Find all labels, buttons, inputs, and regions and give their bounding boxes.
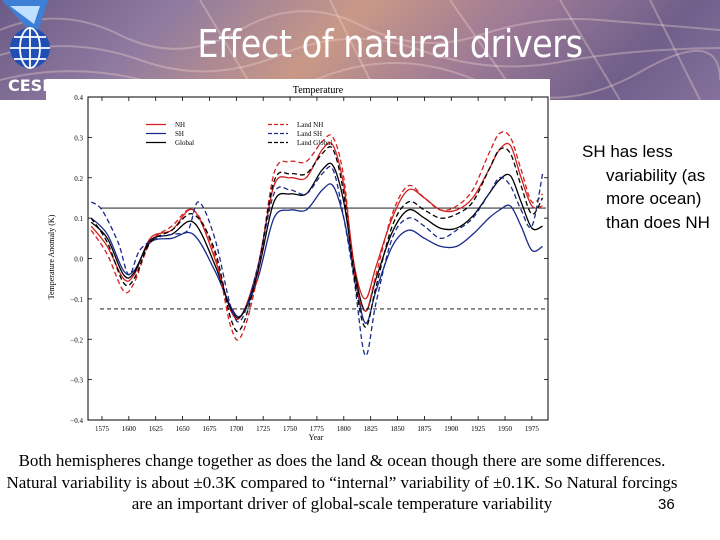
chart-panel: Temperature Year Temperature Anomaly (K)… bbox=[46, 79, 550, 444]
x-tick-label: 1950 bbox=[498, 425, 513, 433]
x-tick-label: 1775 bbox=[310, 425, 325, 433]
legend-label: SH bbox=[175, 130, 184, 138]
x-tick-label: 1925 bbox=[471, 425, 486, 433]
x-axis-label: Year bbox=[309, 433, 324, 442]
org-label: CESI bbox=[8, 76, 49, 95]
x-tick-label: 1700 bbox=[229, 425, 244, 433]
side-note: SH has less variability (as more ocean) … bbox=[582, 142, 710, 232]
series-line-global bbox=[90, 162, 543, 319]
y-tick-label: −0.3 bbox=[70, 377, 83, 385]
slide-title: Effect of natural drivers bbox=[197, 22, 583, 66]
chart-title: Temperature bbox=[293, 85, 344, 96]
page-number: 36 bbox=[658, 496, 675, 513]
x-tick-label: 1975 bbox=[525, 425, 540, 433]
temperature-chart: Temperature Year Temperature Anomaly (K)… bbox=[47, 85, 549, 442]
series-line-land-nh bbox=[90, 131, 544, 341]
legend-label: NH bbox=[175, 121, 185, 129]
x-tick-label: 1875 bbox=[417, 425, 432, 433]
x-tick-label: 1725 bbox=[256, 425, 271, 433]
y-tick-label: 0.2 bbox=[74, 175, 83, 183]
x-tick-label: 1575 bbox=[95, 425, 110, 433]
legend-label: Global bbox=[175, 139, 194, 147]
series-line-nh bbox=[90, 141, 543, 321]
x-tick-label: 1675 bbox=[202, 425, 217, 433]
y-tick-label: 0.1 bbox=[74, 215, 83, 223]
x-tick-label: 1600 bbox=[122, 425, 137, 433]
y-tick-label: −0.2 bbox=[70, 336, 83, 344]
series-line-land-global bbox=[90, 146, 544, 333]
y-tick-label: −0.1 bbox=[70, 296, 83, 304]
y-tick-label: 0.0 bbox=[74, 256, 83, 264]
y-axis-label: Temperature Anomaly (K) bbox=[47, 214, 56, 299]
y-tick-label: 0.3 bbox=[74, 134, 83, 142]
series-line-land-sh bbox=[90, 165, 544, 357]
x-tick-label: 1750 bbox=[283, 425, 298, 433]
legend-label: Land NH bbox=[297, 121, 323, 129]
globe-logo-icon bbox=[2, 0, 50, 69]
y-tick-label: 0.4 bbox=[74, 94, 83, 102]
x-tick-label: 1650 bbox=[176, 425, 191, 433]
legend-label: Land Global bbox=[297, 139, 332, 147]
caption-text: Both hemispheres change together as does… bbox=[6, 451, 678, 513]
legend-label: Land SH bbox=[297, 130, 322, 138]
y-tick-label: −0.4 bbox=[70, 417, 83, 425]
x-tick-label: 1850 bbox=[391, 425, 406, 433]
x-tick-label: 1825 bbox=[364, 425, 379, 433]
x-tick-label: 1900 bbox=[444, 425, 459, 433]
series-line-sh bbox=[90, 183, 543, 324]
x-tick-label: 1625 bbox=[149, 425, 164, 433]
x-tick-label: 1800 bbox=[337, 425, 352, 433]
